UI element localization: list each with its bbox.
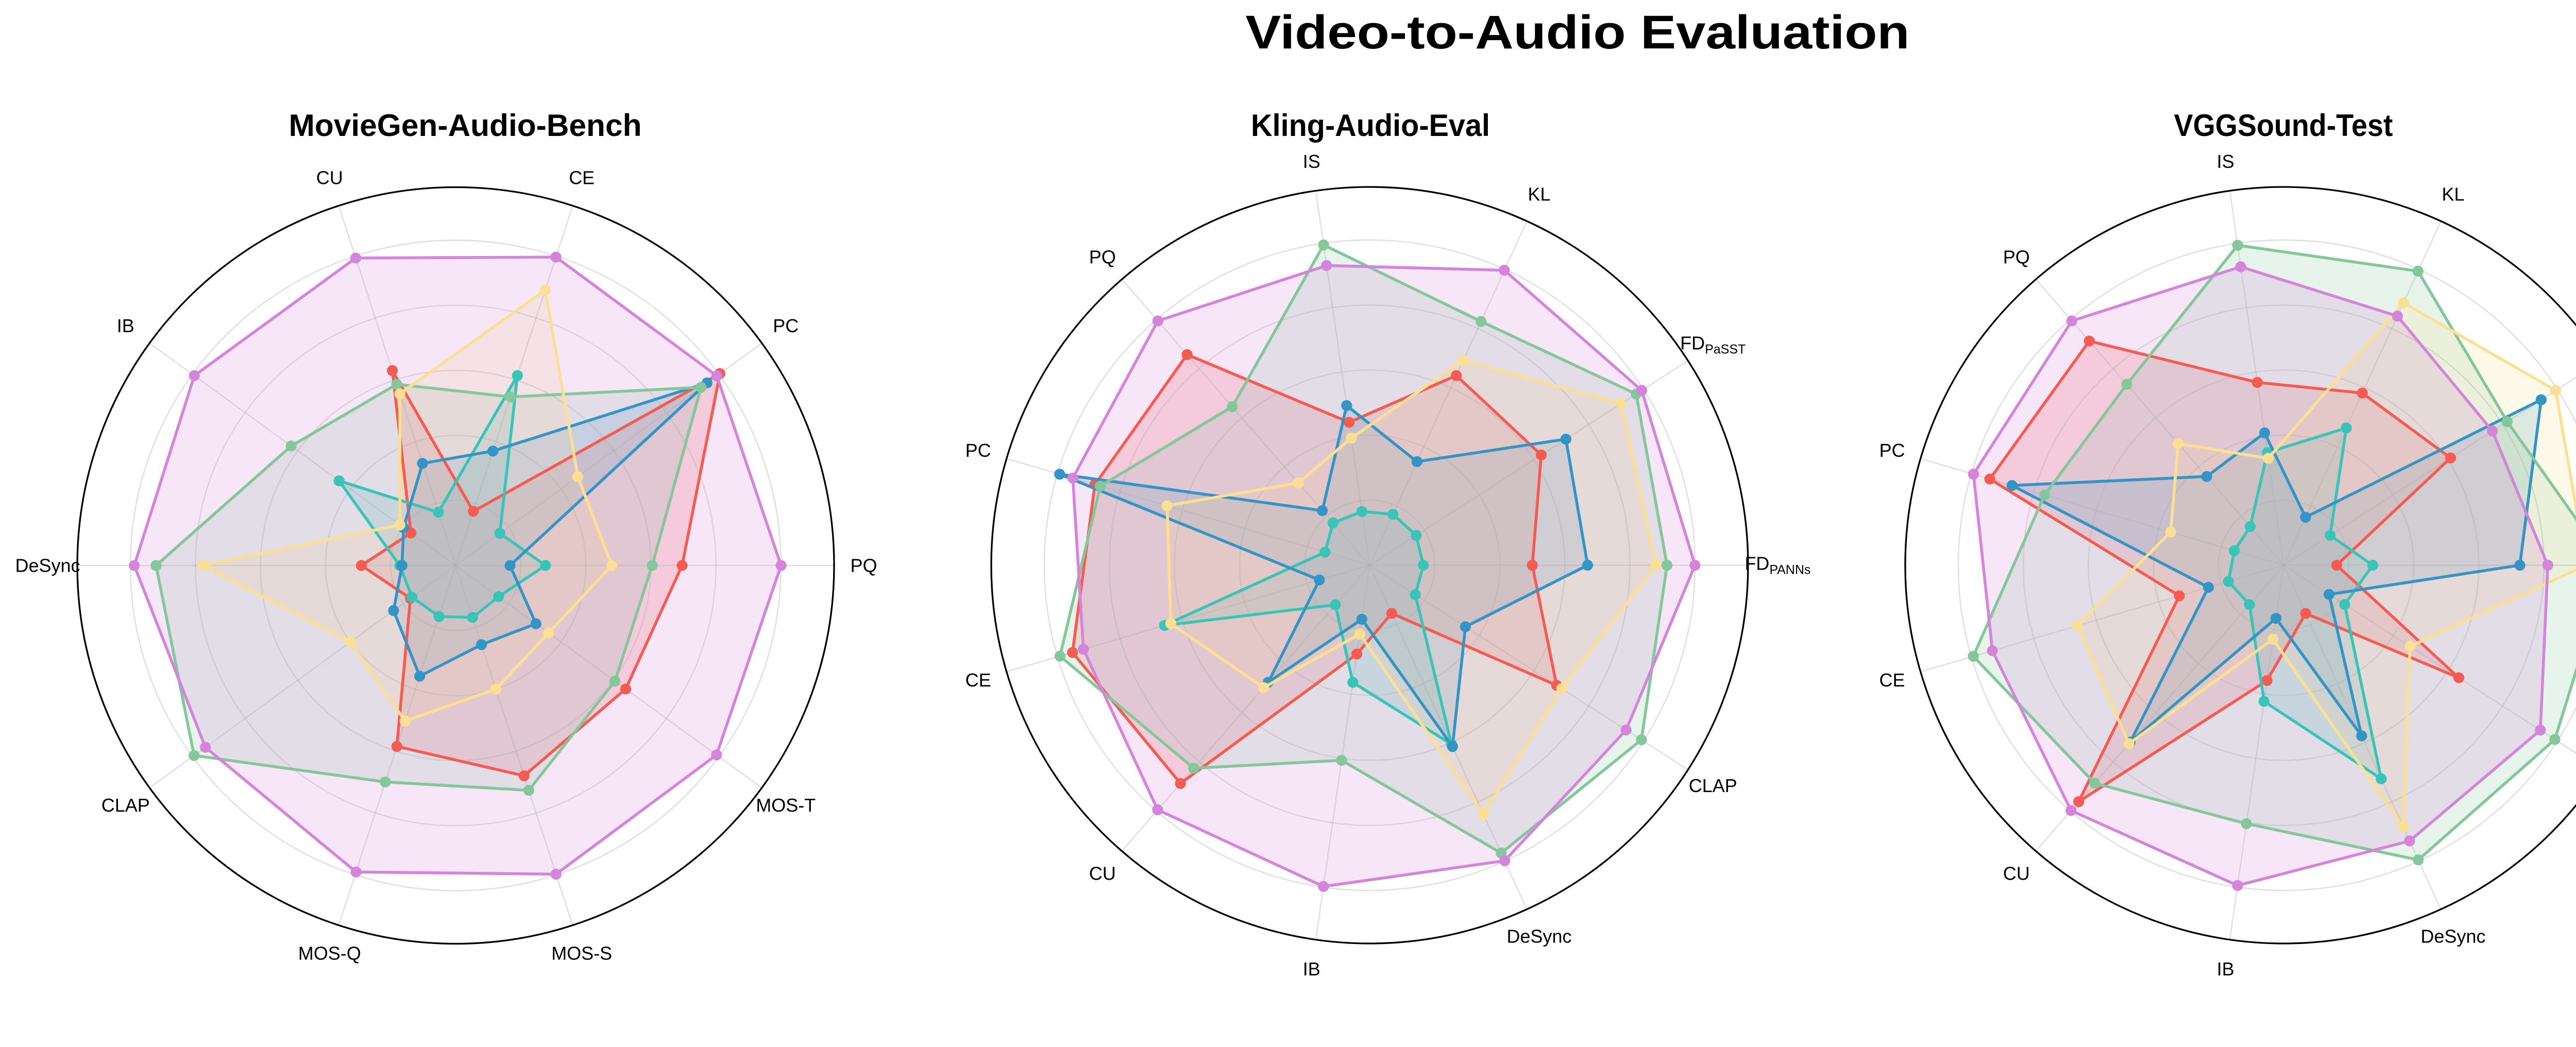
svg-text:IS: IS [2217, 151, 2234, 172]
svg-text:CE: CE [965, 670, 991, 691]
svg-text:PQ: PQ [2003, 246, 2030, 267]
svg-text:CLAP: CLAP [101, 795, 150, 816]
svg-text:VGGSound-Test: VGGSound-Test [2174, 108, 2393, 143]
svg-text:PC: PC [773, 315, 799, 336]
svg-text:IB: IB [1303, 958, 1320, 980]
svg-text:Kling-Audio-Eval: Kling-Audio-Eval [1251, 108, 1490, 143]
svg-text:PC: PC [965, 440, 991, 461]
svg-text:PQ: PQ [1089, 246, 1116, 267]
svg-text:CU: CU [316, 167, 343, 188]
svg-text:PQ: PQ [850, 555, 877, 576]
svg-text:KL: KL [2442, 184, 2464, 205]
svg-text:MovieGen-Audio-Bench: MovieGen-Audio-Bench [289, 108, 642, 143]
svg-text:DeSync: DeSync [2420, 925, 2485, 947]
svg-text:IS: IS [1303, 151, 1320, 172]
svg-text:DeSync: DeSync [15, 555, 80, 576]
svg-text:MOS-T: MOS-T [756, 795, 816, 816]
svg-text:PC: PC [1879, 440, 1905, 461]
svg-text:CU: CU [1089, 863, 1116, 884]
svg-text:IB: IB [2217, 958, 2234, 980]
svg-text:CE: CE [569, 167, 595, 188]
svg-text:MOS-Q: MOS-Q [298, 943, 361, 964]
svg-text:KL: KL [1528, 184, 1550, 205]
svg-text:DeSync: DeSync [1506, 925, 1571, 947]
svg-text:Video-to-Audio Evaluation: Video-to-Audio Evaluation [1246, 6, 1910, 59]
svg-text:CLAP: CLAP [1689, 775, 1737, 796]
svg-text:CE: CE [1879, 670, 1905, 691]
svg-text:CU: CU [2003, 863, 2030, 884]
svg-text:MOS-S: MOS-S [551, 943, 612, 964]
svg-text:IB: IB [117, 315, 134, 336]
